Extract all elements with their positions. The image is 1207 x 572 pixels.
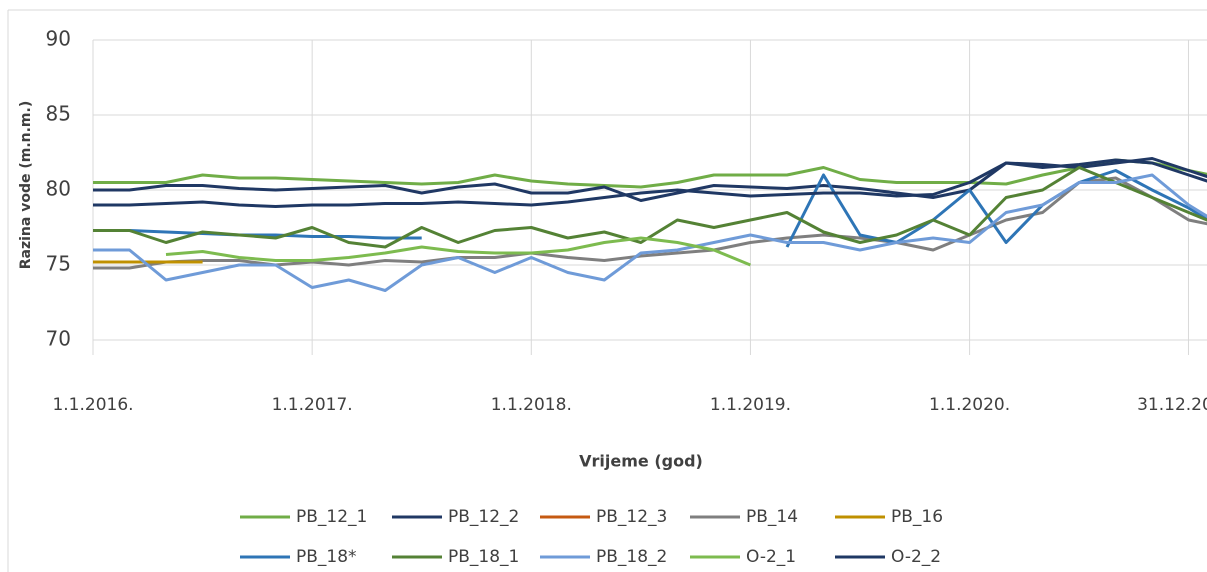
x-tick-label: 1.1.2017. <box>272 395 353 415</box>
x-tick-label: 1.1.2018. <box>491 395 572 415</box>
series-line <box>93 158 1207 189</box>
legend-label: PB_12_2 <box>448 507 519 527</box>
x-tick-label: 1.1.2020. <box>929 395 1010 415</box>
series-line <box>93 166 1207 249</box>
legend-label: PB_12_3 <box>596 507 667 527</box>
series-line <box>93 157 1207 202</box>
series-line <box>93 158 1207 208</box>
x-axis-title: Vrijeme (god) <box>579 452 703 471</box>
y-tick-label: 75 <box>46 252 71 276</box>
x-tick-label: 31.12.2020. <box>1137 395 1207 415</box>
x-tick-label: 1.1.2019. <box>710 395 791 415</box>
x-tick-label: 1.1.2016. <box>52 395 133 415</box>
y-tick-label: 85 <box>46 102 71 126</box>
y-tick-label: 80 <box>46 177 71 201</box>
series-line <box>93 173 1207 292</box>
legend-label: PB_14 <box>746 507 798 527</box>
series-line <box>93 176 1207 270</box>
y-tick-label: 90 <box>46 27 71 51</box>
legend-label: O-2_1 <box>746 547 796 567</box>
legend-label: PB_16 <box>891 507 943 527</box>
legend-label: PB_12_1 <box>296 507 367 527</box>
y-axis-title: Razina vode (m.n.m.) <box>18 101 34 270</box>
legend-label: PB_18_2 <box>596 547 667 567</box>
legend-label: PB_18* <box>296 547 357 567</box>
series-line <box>165 236 751 267</box>
legend-label: O-2_2 <box>891 547 941 567</box>
y-tick-label: 70 <box>46 327 71 351</box>
legend-label: PB_18_1 <box>448 547 519 567</box>
